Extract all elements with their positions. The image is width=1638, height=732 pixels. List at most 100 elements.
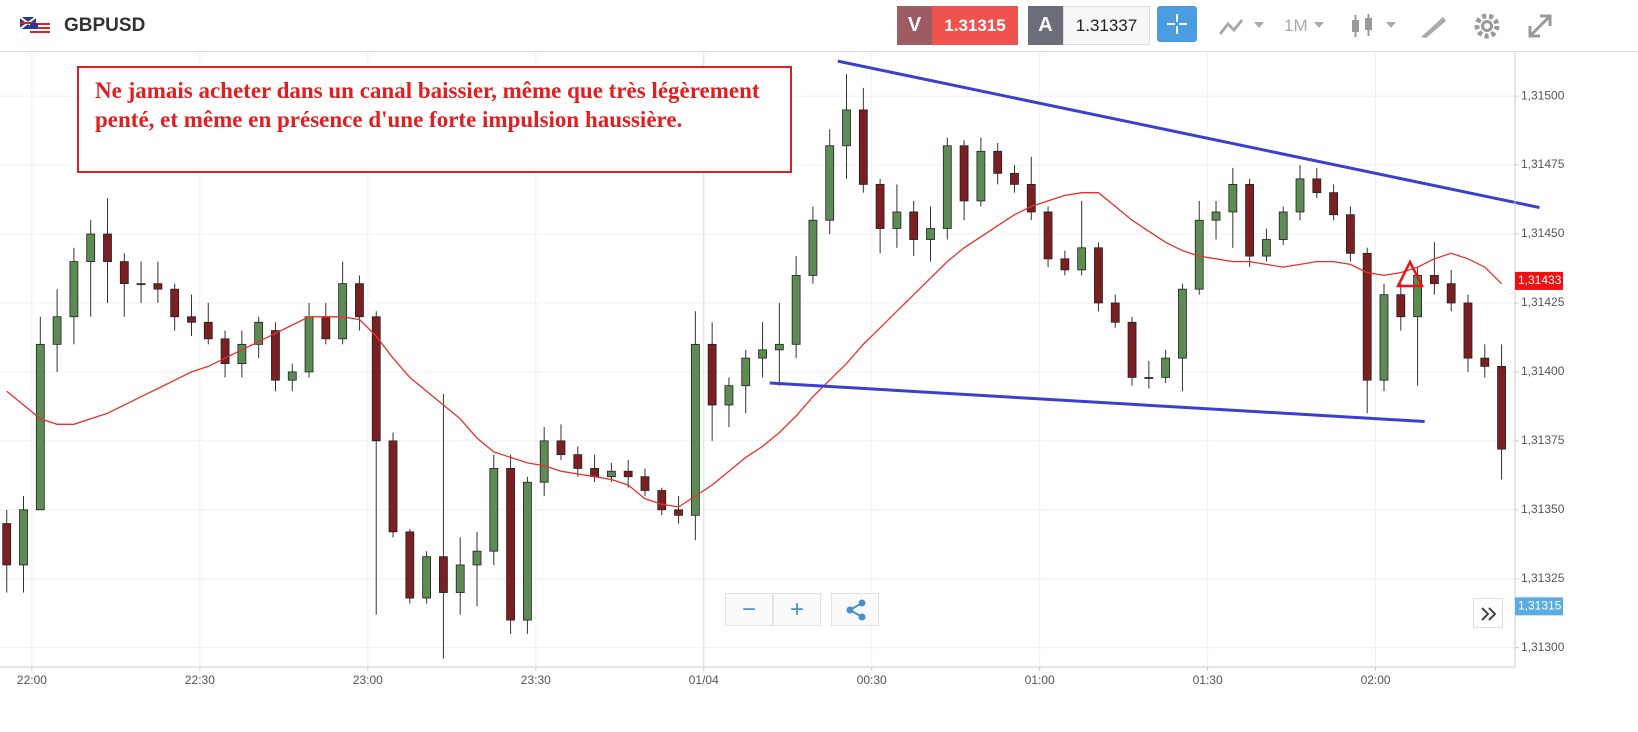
candle-body bbox=[1178, 288, 1187, 359]
candle-body bbox=[1345, 214, 1355, 254]
candle-body bbox=[942, 145, 952, 229]
x-tick-label: 22:30 bbox=[185, 673, 215, 687]
price-tag bbox=[1515, 597, 1563, 616]
candle-body bbox=[271, 330, 280, 381]
candle-body bbox=[254, 321, 264, 345]
x-tick-label: 23:00 bbox=[353, 673, 383, 687]
candle-body bbox=[892, 211, 902, 229]
candle-body bbox=[203, 321, 213, 340]
y-tick-label: 1,31425 bbox=[1521, 295, 1565, 309]
candle-body bbox=[758, 349, 767, 359]
candle-body bbox=[338, 283, 348, 340]
x-tick-label: 01/04 bbox=[689, 673, 719, 687]
candle-body bbox=[220, 338, 230, 365]
candle-body bbox=[103, 233, 112, 262]
candle-body bbox=[86, 233, 96, 262]
crosshair-button[interactable] bbox=[1157, 6, 1197, 42]
candle-body bbox=[774, 343, 784, 351]
x-tick-label: 22:00 bbox=[17, 673, 47, 687]
y-tick-label: 1,31350 bbox=[1521, 502, 1565, 516]
settings-button[interactable] bbox=[1473, 12, 1501, 40]
candle-body bbox=[1480, 357, 1490, 367]
candle-body bbox=[1362, 252, 1372, 381]
candle-body bbox=[405, 531, 415, 599]
candle-body bbox=[170, 288, 180, 318]
candle-body bbox=[808, 219, 818, 276]
y-tick-label: 1,31400 bbox=[1521, 364, 1565, 378]
candle-body bbox=[539, 440, 549, 483]
y-tick-label: 1,31450 bbox=[1521, 226, 1565, 240]
candle-body bbox=[136, 283, 146, 286]
candle-body bbox=[959, 145, 969, 202]
x-tick-label: 02:00 bbox=[1361, 673, 1391, 687]
candle-body bbox=[707, 343, 717, 406]
flag-icon bbox=[20, 17, 50, 35]
candle-body bbox=[1497, 365, 1506, 450]
toolbar: GBPUSD V 1.31315 A 1.31337 1M bbox=[0, 0, 1638, 52]
candle-body bbox=[590, 468, 599, 478]
candle-body bbox=[1312, 178, 1322, 194]
draw-button[interactable] bbox=[1418, 12, 1448, 40]
alert-triangle bbox=[1395, 259, 1425, 288]
candle-body bbox=[304, 316, 314, 373]
sell-price[interactable]: 1.31315 bbox=[932, 6, 1018, 45]
chart-type-button[interactable] bbox=[1218, 14, 1266, 38]
candle-body bbox=[1026, 183, 1036, 213]
zoom-in-button[interactable]: + bbox=[773, 593, 821, 626]
y-tick-label: 1,31325 bbox=[1521, 571, 1565, 585]
candle-body bbox=[1161, 357, 1171, 378]
y-tick-label: 1,31475 bbox=[1521, 157, 1565, 171]
candle-body bbox=[1329, 192, 1339, 216]
candle-body bbox=[690, 343, 700, 516]
candle-body bbox=[19, 509, 28, 566]
candle-body bbox=[355, 283, 364, 318]
fullscreen-button[interactable] bbox=[1526, 12, 1554, 40]
candle-body bbox=[606, 470, 616, 478]
candle-body bbox=[657, 490, 667, 511]
share-button[interactable] bbox=[831, 593, 879, 626]
y-tick-label: 1,31500 bbox=[1521, 88, 1565, 102]
x-tick-label: 00:30 bbox=[857, 673, 887, 687]
candle-body bbox=[993, 150, 1003, 174]
candle-body bbox=[1127, 321, 1137, 378]
candle-body bbox=[1211, 211, 1221, 221]
candle-style-button[interactable] bbox=[1348, 12, 1398, 40]
candle-body bbox=[976, 150, 986, 202]
trendline bbox=[837, 59, 1540, 210]
price-tag-label: 1,31315 bbox=[1518, 598, 1562, 612]
candle-body bbox=[1463, 302, 1473, 359]
candle-body bbox=[1060, 258, 1070, 271]
price-tag-label: 1,31433 bbox=[1518, 273, 1562, 287]
candle-body bbox=[455, 564, 465, 593]
timeframe[interactable]: 1M bbox=[1284, 16, 1308, 35]
candle-body bbox=[1396, 294, 1406, 318]
candle-body bbox=[371, 316, 381, 442]
candle-body bbox=[1278, 211, 1288, 240]
y-tick-label: 1,31300 bbox=[1521, 640, 1565, 654]
candle-body bbox=[573, 454, 583, 469]
chart: 1,31300 1,31325 1,31350 1,31375 1,31400 1,314… bbox=[0, 52, 1565, 687]
candle-body bbox=[724, 385, 734, 406]
candle-body bbox=[623, 470, 633, 478]
candle-body bbox=[825, 145, 835, 221]
candle-body bbox=[674, 509, 683, 516]
candle-body bbox=[439, 556, 448, 593]
sell-label[interactable]: V bbox=[897, 6, 932, 45]
candle-body bbox=[237, 343, 247, 365]
zoom-out-button[interactable]: − bbox=[725, 593, 773, 626]
candle-body bbox=[1010, 172, 1019, 185]
candle-body bbox=[187, 316, 196, 323]
candle-body bbox=[1262, 239, 1271, 257]
candle-body bbox=[119, 261, 129, 285]
candle-body bbox=[741, 357, 751, 387]
scroll-end-button[interactable] bbox=[1473, 598, 1503, 628]
candle-body bbox=[1295, 178, 1305, 213]
candle-body bbox=[1245, 183, 1255, 257]
buy-price[interactable]: 1.31337 bbox=[1063, 6, 1150, 45]
candle-body bbox=[422, 556, 432, 599]
buy-label[interactable]: A bbox=[1028, 6, 1063, 45]
candle-body bbox=[909, 211, 919, 240]
y-tick-label: 1,31375 bbox=[1521, 433, 1565, 447]
candle-body bbox=[388, 440, 398, 533]
timeframe-caret[interactable] bbox=[1312, 14, 1328, 38]
